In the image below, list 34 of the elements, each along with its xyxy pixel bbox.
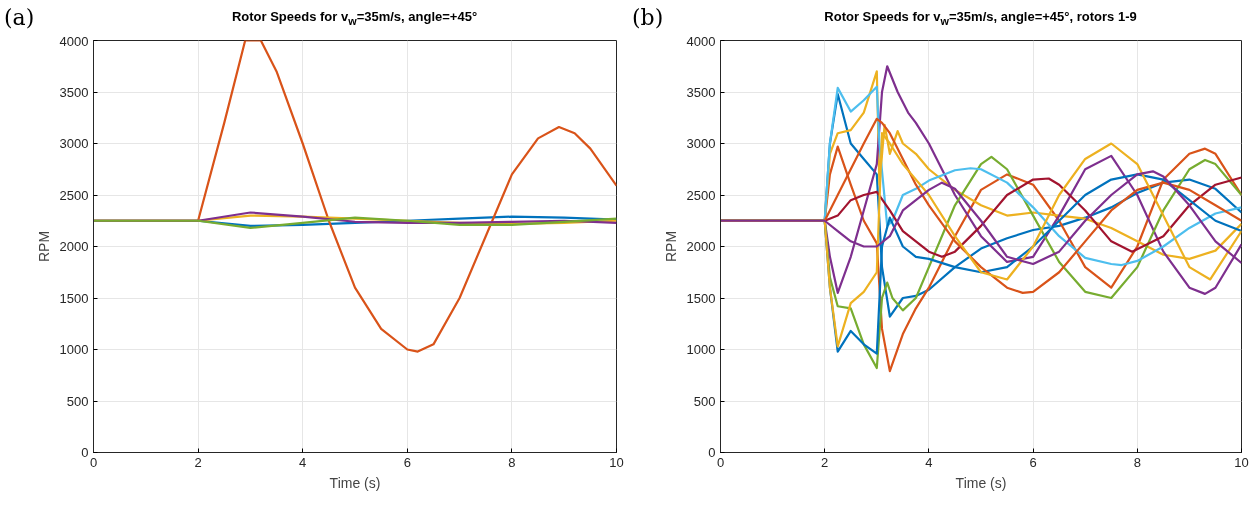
y-tick-label: 1000 <box>59 342 89 357</box>
y-axis-title: RPM <box>662 230 679 263</box>
text: (a) <box>4 4 35 32</box>
y-tick-label: 3500 <box>686 84 716 100</box>
x-tick-label: 6 <box>403 454 411 470</box>
y-tick-label: 2000 <box>686 239 716 254</box>
x-tick-label: 6 <box>1029 454 1037 470</box>
x-tick-label: 10 <box>1234 454 1249 470</box>
chart-title: Rotor Speeds for v$_{w}$=35m/s, angle=+45° <box>230 8 479 29</box>
x-tick-label: 8 <box>508 454 516 470</box>
y-tick-label: 1500 <box>59 290 89 306</box>
x-tick-label: 4 <box>299 454 307 470</box>
y-tick-label: 3000 <box>59 136 89 151</box>
y-tick-label: 500 <box>693 393 716 409</box>
x-tick-label: 10 <box>609 454 624 470</box>
chart-title: Rotor Speeds for v$_{w}$=35m/s, angle=+45°, rotors 1-9 <box>823 8 1138 29</box>
x-axis-title: Time (s) <box>955 474 1007 491</box>
y-tick-label: 4000 <box>686 33 716 49</box>
x-tick-label: 4 <box>925 454 933 470</box>
y-tick-label: 2500 <box>59 187 89 203</box>
y-tick-label: 2500 <box>686 187 716 203</box>
x-tick-label: 8 <box>1133 454 1141 470</box>
y-tick-label: 3000 <box>686 136 716 151</box>
y-tick-label: 500 <box>66 393 89 409</box>
x-tick-label: 2 <box>821 454 829 470</box>
x-tick-label: 2 <box>194 454 202 470</box>
y-tick-label: 3500 <box>59 84 89 100</box>
x-axis-title: Time (s) <box>329 474 381 491</box>
y-tick-label: 2000 <box>59 239 89 254</box>
y-axis-title: RPM <box>35 230 52 263</box>
y-tick-label: 1000 <box>686 342 716 357</box>
text: (b) <box>632 4 664 32</box>
y-tick-label: 4000 <box>59 33 89 49</box>
y-tick-label: 1500 <box>686 290 716 306</box>
